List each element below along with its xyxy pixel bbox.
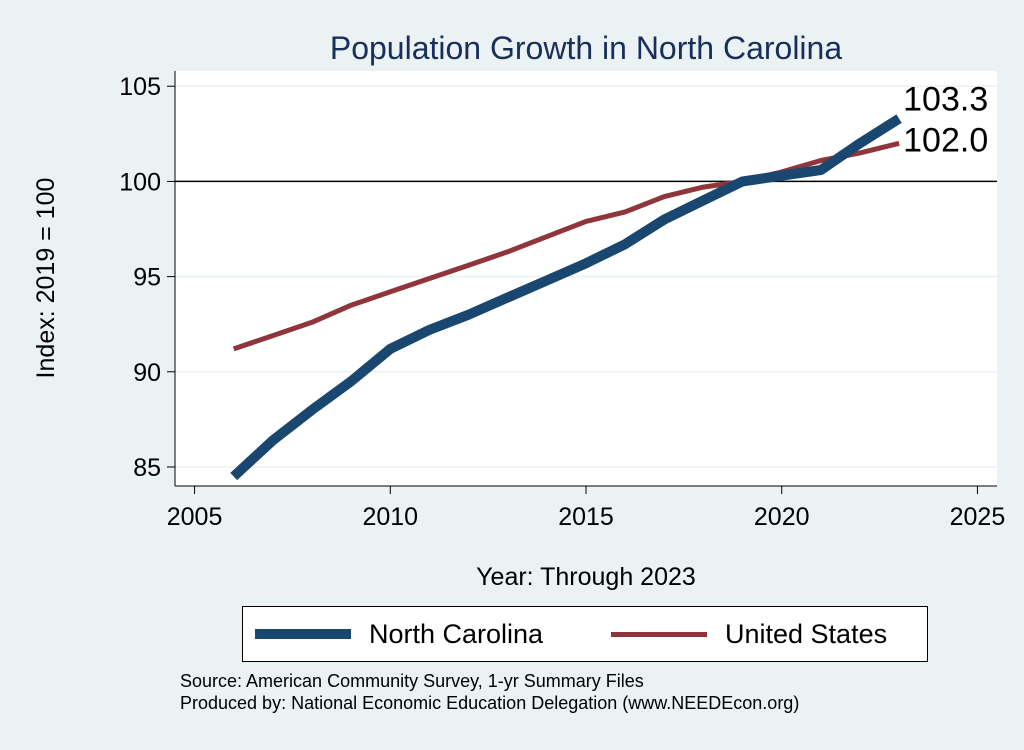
legend-item-united-states: United States <box>611 607 887 661</box>
end-label-north-carolina: 103.3 <box>903 81 988 119</box>
x-tick-label: 2020 <box>754 503 810 531</box>
y-tick-label: 90 <box>133 359 161 387</box>
x-tick-label: 2010 <box>362 503 418 531</box>
producer-note: Produced by: National Economic Education… <box>180 693 800 713</box>
legend: North Carolina United States <box>242 606 928 662</box>
y-tick-label: 95 <box>133 264 161 292</box>
y-axis-label: Index: 2019 = 100 <box>32 178 60 379</box>
legend-label-north-carolina: North Carolina <box>369 618 544 649</box>
legend-item-north-carolina: North Carolina <box>255 607 543 661</box>
series-line-north-carolina <box>230 114 902 481</box>
x-tick-label: 2025 <box>950 503 1006 531</box>
legend-swatch-united-states <box>611 631 707 637</box>
x-tick-label: 2005 <box>167 503 223 531</box>
axes: 85 90 95 100 105 2005 2010 2015 2020 2025 <box>119 71 1005 531</box>
y-tick-label: 100 <box>119 168 161 196</box>
series <box>230 114 902 481</box>
legend-swatch-north-carolina <box>255 629 351 639</box>
source-notes: Source: American Community Survey, 1-yr … <box>180 670 799 714</box>
y-tick-label: 105 <box>119 73 161 101</box>
legend-label-united-states: United States <box>725 618 888 649</box>
y-tick-label: 85 <box>133 454 161 482</box>
chart-title: Population Growth in North Carolina <box>330 30 842 66</box>
x-axis-label: Year: Through 2023 <box>476 563 696 591</box>
x-tick-label: 2015 <box>558 503 614 531</box>
end-label-united-states: 102.0 <box>903 121 988 159</box>
source-note: Source: American Community Survey, 1-yr … <box>180 671 644 691</box>
